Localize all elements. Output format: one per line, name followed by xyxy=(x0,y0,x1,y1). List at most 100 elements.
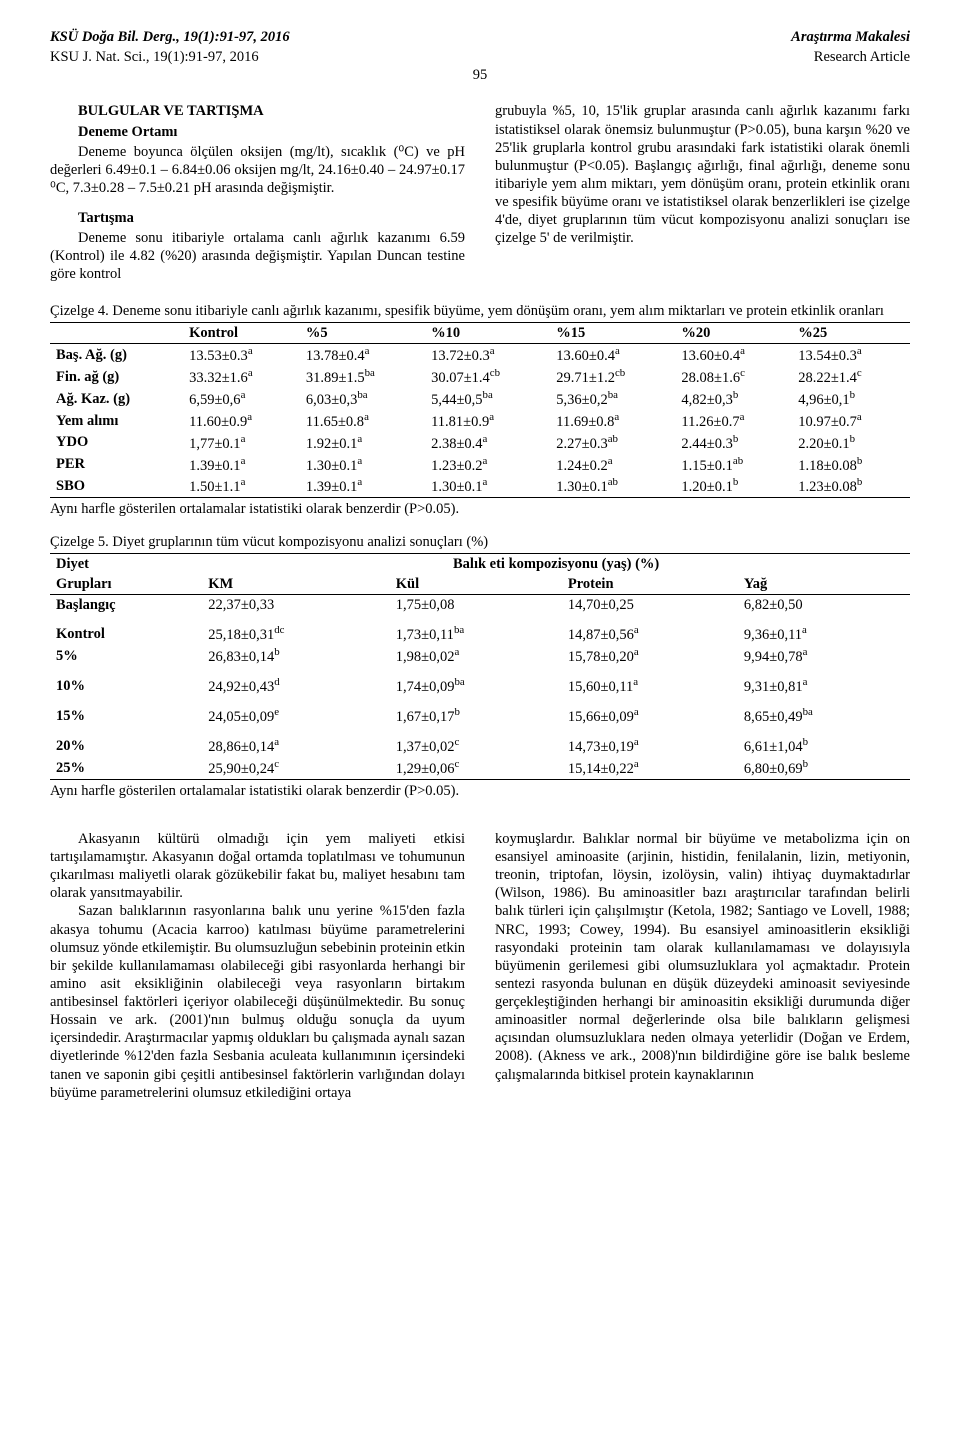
table4-cell: 1.92±0.1a xyxy=(300,432,425,454)
table5-rowlabel: 5% xyxy=(50,645,202,667)
table5-cell: 1,73±0,11ba xyxy=(390,623,562,645)
table5-row: 20%28,86±0,14a1,37±0,02c14,73±0,19a6,61±… xyxy=(50,735,910,757)
table4-cell: 11.81±0.9a xyxy=(425,410,550,432)
bottom-left-p1: Akasyanın kültürü olmadığı için yem mali… xyxy=(50,830,465,903)
table5-rowlabel: 15% xyxy=(50,705,202,727)
header-row-1: KSÜ Doğa Bil. Derg., 19(1):91-97, 2016 A… xyxy=(50,28,910,46)
discussion-right-paragraph: grubuyla %5, 10, 15'lik gruplar arasında… xyxy=(495,102,910,247)
table4-rowlabel: Yem alımı xyxy=(50,410,183,432)
table4-cell: 1.23±0.08b xyxy=(792,475,910,497)
table4-h0 xyxy=(50,322,183,343)
table4-cell: 1.39±0.1a xyxy=(300,475,425,497)
table4-h4: %15 xyxy=(550,322,675,343)
bottom-left-p2: Sazan balıklarının rasyonlarına balık un… xyxy=(50,902,465,1101)
table4-cell: 1.18±0.08b xyxy=(792,454,910,476)
table4-cell: 13.54±0.3a xyxy=(792,343,910,365)
table5-row: Kontrol25,18±0,31dc1,73±0,11ba14,87±0,56… xyxy=(50,623,910,645)
table4-cell: 6,59±0,6a xyxy=(183,388,300,410)
table5-cell: 26,83±0,14b xyxy=(202,645,390,667)
table4-rowlabel: Fin. ağ (g) xyxy=(50,366,183,388)
table5-cell: 24,92±0,43d xyxy=(202,675,390,697)
table4-footnote: Aynı harfle gösterilen ortalamalar istat… xyxy=(50,500,910,518)
table5-row: 10%24,92±0,43d1,74±0,09ba15,60±0,11a9,31… xyxy=(50,675,910,697)
table4-cell: 13.78±0.4a xyxy=(300,343,425,365)
table5-cell: 14,73±0,19a xyxy=(562,735,738,757)
table4-cell: 2.38±0.4a xyxy=(425,432,550,454)
table4-cell: 5,44±0,5ba xyxy=(425,388,550,410)
table4-cell: 1.50±1.1a xyxy=(183,475,300,497)
table5-cell: 28,86±0,14a xyxy=(202,735,390,757)
top-two-column: BULGULAR VE TARTIŞMA Deneme Ortamı Denem… xyxy=(50,102,910,283)
table5-cell: 15,78±0,20a xyxy=(562,645,738,667)
section-results-discussion: BULGULAR VE TARTIŞMA xyxy=(50,102,465,120)
table4-cell: 1.30±0.1ab xyxy=(550,475,675,497)
table4-cell: 1,77±0.1a xyxy=(183,432,300,454)
table4-cell: 1.30±0.1a xyxy=(300,454,425,476)
table5-spacer xyxy=(50,727,910,735)
table5-row: 15%24,05±0,09e1,67±0,17b15,66±0,09a8,65±… xyxy=(50,705,910,727)
table4-cell: 13.72±0.3a xyxy=(425,343,550,365)
table5-rowlabel: 10% xyxy=(50,675,202,697)
table4-cell: 11.69±0.8a xyxy=(550,410,675,432)
table4-cell: 30.07±1.4cb xyxy=(425,366,550,388)
table5-cell: 24,05±0,09e xyxy=(202,705,390,727)
table5-cell: 1,75±0,08 xyxy=(390,594,562,615)
table4-row: Fin. ağ (g)33.32±1.6a31.89±1.5ba30.07±1.… xyxy=(50,366,910,388)
subsection-discussion: Tartışma xyxy=(50,209,465,227)
table4-cell: 4,96±0,1b xyxy=(792,388,910,410)
table4-row: YDO1,77±0.1a1.92±0.1a2.38±0.4a2.27±0.3ab… xyxy=(50,432,910,454)
table5-rowlabel: 25% xyxy=(50,757,202,779)
table5-h2-2: Kül xyxy=(390,574,562,595)
table5-h2-1: KM xyxy=(202,574,390,595)
table4-rowlabel: Baş. Ağ. (g) xyxy=(50,343,183,365)
table4-rowlabel: SBO xyxy=(50,475,183,497)
table5-h2-4: Yağ xyxy=(738,574,910,595)
table5-cell: 1,74±0,09ba xyxy=(390,675,562,697)
table4-rowlabel: YDO xyxy=(50,432,183,454)
table5-header-row2: Grupları KM Kül Protein Yağ xyxy=(50,574,910,595)
table4-cell: 6,03±0,3ba xyxy=(300,388,425,410)
table5-rowlabel: 20% xyxy=(50,735,202,757)
table4-cell: 2.20±0.1b xyxy=(792,432,910,454)
page-number: 95 xyxy=(50,66,910,84)
table5-h2-0: Grupları xyxy=(50,574,202,595)
table4-caption: Çizelge 4. Deneme sonu itibariyle canlı … xyxy=(50,302,910,320)
subsection-experiment-env: Deneme Ortamı xyxy=(50,123,465,141)
table5-cell: 25,90±0,24c xyxy=(202,757,390,779)
table5-h1-left: Diyet xyxy=(50,553,202,574)
table5-row: 5%26,83±0,14b1,98±0,02a15,78±0,20a9,94±0… xyxy=(50,645,910,667)
table4-header-row: Kontrol %5 %10 %15 %20 %25 xyxy=(50,322,910,343)
table4-cell: 13.53±0.3a xyxy=(183,343,300,365)
table4-cell: 2.44±0.3b xyxy=(675,432,792,454)
bottom-two-column: Akasyanın kültürü olmadığı için yem mali… xyxy=(50,830,910,1102)
table4-row: SBO1.50±1.1a1.39±0.1a1.30±0.1a1.30±0.1ab… xyxy=(50,475,910,497)
table5-caption: Çizelge 5. Diyet gruplarının tüm vücut k… xyxy=(50,533,910,551)
bottom-left-column: Akasyanın kültürü olmadığı için yem mali… xyxy=(50,830,465,1102)
table4-rowlabel: PER xyxy=(50,454,183,476)
table5-h1-right: Balık eti kompozisyonu (yaş) (%) xyxy=(202,553,910,574)
table5-cell: 9,36±0,11a xyxy=(738,623,910,645)
journal-citation-tr: KSÜ Doğa Bil. Derg., 19(1):91-97, 2016 xyxy=(50,29,290,45)
table5-rowlabel: Kontrol xyxy=(50,623,202,645)
table5-cell: 1,29±0,06c xyxy=(390,757,562,779)
header-row-2: KSU J. Nat. Sci., 19(1):91-97, 2016 Rese… xyxy=(50,48,910,66)
table5-cell: 1,98±0,02a xyxy=(390,645,562,667)
table4-cell: 4,82±0,3b xyxy=(675,388,792,410)
table4-h3: %10 xyxy=(425,322,550,343)
table4: Kontrol %5 %10 %15 %20 %25 Baş. Ağ. (g)1… xyxy=(50,322,910,499)
table4-cell: 28.08±1.6c xyxy=(675,366,792,388)
top-right-column: grubuyla %5, 10, 15'lik gruplar arasında… xyxy=(495,102,910,283)
table5-cell: 15,14±0,22a xyxy=(562,757,738,779)
table5-cell: 15,66±0,09a xyxy=(562,705,738,727)
table5-spacer xyxy=(50,667,910,675)
table4-h6: %25 xyxy=(792,322,910,343)
table5-cell: 9,94±0,78a xyxy=(738,645,910,667)
table4-cell: 1.20±0.1b xyxy=(675,475,792,497)
table5-spacer xyxy=(50,615,910,623)
table5-cell: 9,31±0,81a xyxy=(738,675,910,697)
table5-cell: 14,70±0,25 xyxy=(562,594,738,615)
table5-cell: 22,37±0,33 xyxy=(202,594,390,615)
table4-cell: 11.26±0.7a xyxy=(675,410,792,432)
table4-row: Baş. Ağ. (g)13.53±0.3a13.78±0.4a13.72±0.… xyxy=(50,343,910,365)
table4-cell: 1.30±0.1a xyxy=(425,475,550,497)
